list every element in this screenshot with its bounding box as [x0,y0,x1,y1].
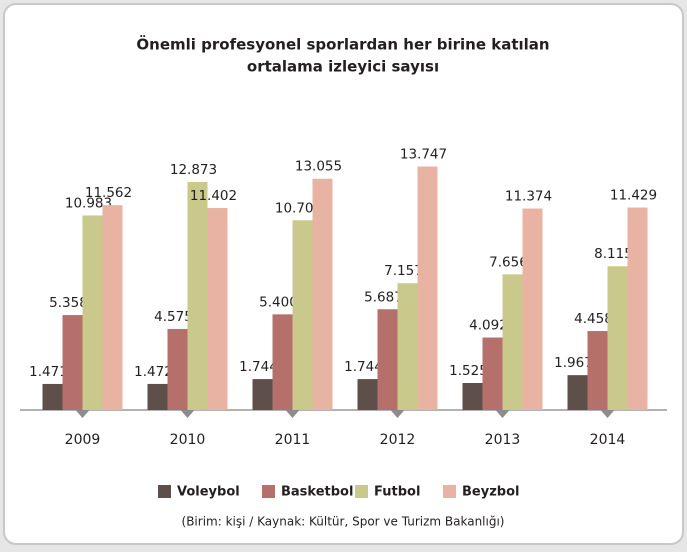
bar [627,207,648,410]
bar [102,205,123,410]
bar [272,314,293,410]
bar [462,382,483,410]
data-label: 8.115 [594,246,633,262]
x-tick-label: 2012 [380,432,416,448]
legend-label: Futbol [374,485,420,500]
data-label: 10.709 [275,200,322,216]
bar [42,383,63,410]
x-tick-label: 2014 [590,432,626,448]
bar [522,208,543,410]
data-label: 7.157 [384,263,423,279]
data-label: 5.400 [259,294,298,310]
data-label: 1.967 [554,355,593,371]
tick-marker [600,410,615,418]
data-label: 11.429 [610,188,657,204]
bar [292,220,313,410]
bar [312,178,333,410]
data-label: 7.656 [489,254,528,270]
data-label: 1.472 [134,364,173,380]
bar [482,337,503,410]
bar [187,181,208,410]
bar [357,379,378,410]
data-label: 4.092 [469,318,508,334]
data-label: 1.471 [29,364,68,380]
data-label: 4.575 [154,309,193,325]
bar [587,331,608,410]
data-label: 11.562 [85,185,132,201]
bar [567,375,588,410]
chart-title: ortalama izleyici sayısı [247,58,439,76]
chart-title: Önemli profesyonel sporlardan her birine… [136,35,549,54]
legend-label: Beyzbol [462,485,519,500]
tick-marker [75,410,90,418]
bar [502,274,523,410]
x-tick-label: 2013 [485,432,521,448]
data-label: 1.744 [344,359,383,375]
bar [82,215,103,410]
tick-marker [180,410,195,418]
bar [207,208,228,410]
bar [252,379,273,410]
tick-marker [495,410,510,418]
bar [167,328,188,410]
tick-marker [285,410,300,418]
legend-label: Voleybol [177,485,240,500]
data-label: 11.374 [505,189,552,205]
data-label: 1.744 [239,359,278,375]
data-label: 4.458 [574,311,613,327]
bar [417,166,438,410]
bar [377,309,398,410]
source-note: (Birim: kişi / Kaynak: Kültür, Spor ve T… [182,515,505,529]
data-label: 13.055 [295,159,342,175]
legend-swatch [355,485,368,498]
legend-label: Basketbol [281,485,353,500]
data-label: 11.402 [190,188,237,204]
data-label: 12.873 [170,162,217,178]
data-label: 1.525 [449,363,488,379]
legend-swatch [443,485,456,498]
x-tick-label: 2009 [65,432,101,448]
x-tick-label: 2011 [275,432,311,448]
legend-swatch [158,485,171,498]
data-label: 10.983 [65,195,112,211]
legend-swatch [262,485,275,498]
data-label: 5.358 [49,295,88,311]
data-label: 13.747 [400,146,447,162]
bar [147,383,168,410]
data-label: 5.687 [364,289,403,305]
x-tick-label: 2010 [170,432,206,448]
tick-marker [390,410,405,418]
bar [607,266,628,410]
bar [397,283,418,410]
bar [62,315,83,410]
